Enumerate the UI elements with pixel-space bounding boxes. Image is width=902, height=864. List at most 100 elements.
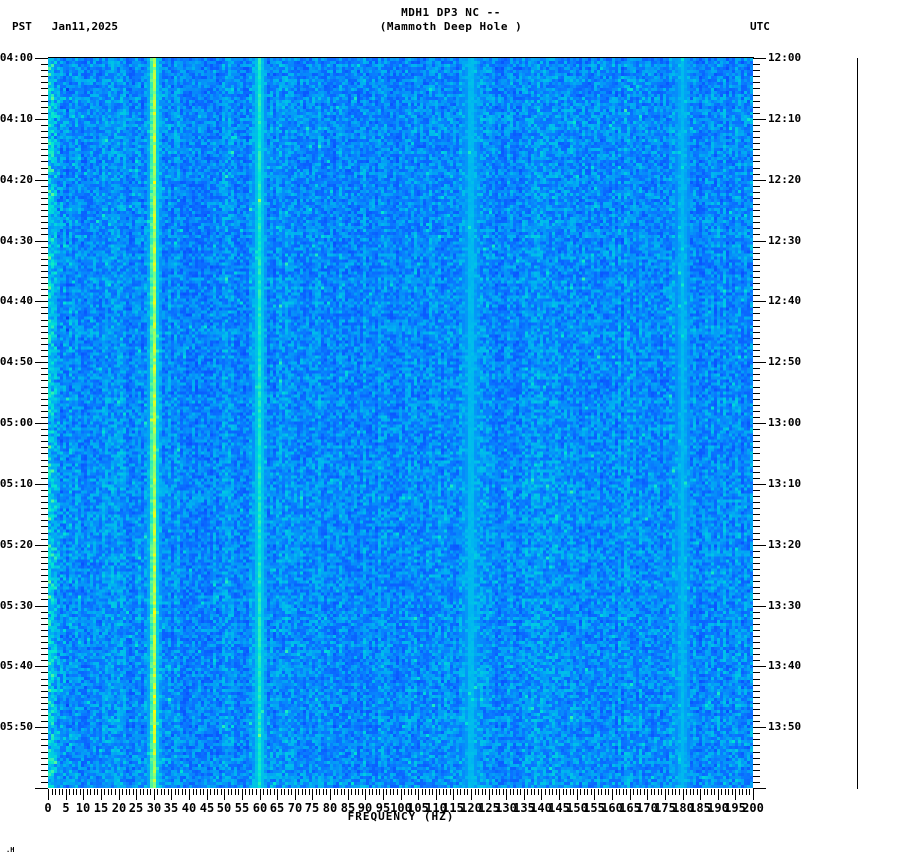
freq-tick-minor [693, 789, 694, 795]
time-tick-minor-left [41, 441, 48, 442]
time-tick-minor-left [41, 88, 48, 89]
time-tick-minor-right [753, 563, 760, 564]
freq-tick-major [506, 789, 507, 800]
time-tick-minor-left [41, 685, 48, 686]
time-tick-minor-left [41, 76, 48, 77]
freq-tick-minor [711, 789, 712, 795]
time-tick-minor-left [41, 326, 48, 327]
time-tick-minor-right [753, 222, 760, 223]
freq-tick-minor [252, 789, 253, 795]
freq-tick-minor [408, 789, 409, 795]
time-tick-minor-left [41, 137, 48, 138]
time-tick-minor-left [41, 581, 48, 582]
freq-tick-major [683, 789, 684, 800]
freq-tick-minor [196, 789, 197, 795]
time-tick-minor-right [753, 234, 760, 235]
time-tick-minor-left [41, 186, 48, 187]
time-label-pst: 04:40 [0, 294, 33, 307]
freq-label: 20 [111, 801, 127, 815]
freq-tick-minor [446, 789, 447, 795]
time-tick-minor-left [41, 490, 48, 491]
freq-tick-minor [80, 789, 81, 795]
freq-label: 180 [672, 801, 694, 815]
freq-tick-minor [200, 789, 201, 795]
plot-top-border [48, 57, 754, 58]
time-tick-major-right [753, 180, 766, 181]
freq-tick-minor [175, 789, 176, 795]
freq-tick-minor [517, 789, 518, 795]
time-tick-minor-left [41, 496, 48, 497]
time-tick-minor-right [753, 447, 760, 448]
freq-tick-minor [608, 789, 609, 795]
time-tick-minor-left [41, 618, 48, 619]
time-tick-minor-right [753, 672, 760, 673]
time-label-pst: 05:00 [0, 416, 33, 429]
time-tick-minor-right [753, 228, 760, 229]
freq-tick-major [348, 789, 349, 800]
time-tick-minor-right [753, 636, 760, 637]
freq-tick-minor [661, 789, 662, 795]
freq-tick-minor [697, 789, 698, 795]
time-tick-minor-right [753, 271, 760, 272]
time-tick-major-left [35, 727, 48, 728]
time-tick-minor-right [753, 599, 760, 600]
time-tick-minor-right [753, 569, 760, 570]
freq-label: 200 [742, 801, 764, 815]
time-tick-minor-left [41, 453, 48, 454]
freq-tick-minor [478, 789, 479, 795]
time-tick-minor-left [41, 356, 48, 357]
freq-tick-minor [147, 789, 148, 795]
time-tick-minor-left [41, 758, 48, 759]
time-tick-minor-left [41, 697, 48, 698]
time-tick-minor-left [41, 161, 48, 162]
freq-label: 150 [566, 801, 588, 815]
freq-label: 125 [478, 801, 500, 815]
freq-tick-minor [326, 789, 327, 795]
freq-tick-minor [601, 789, 602, 795]
freq-tick-minor [397, 789, 398, 795]
freq-tick-major [735, 789, 736, 800]
time-tick-minor-left [41, 593, 48, 594]
time-tick-major-right [753, 119, 766, 120]
freq-tick-major [260, 789, 261, 800]
time-tick-minor-right [753, 131, 760, 132]
time-tick-minor-right [753, 277, 760, 278]
freq-label: 100 [390, 801, 412, 815]
time-tick-minor-right [753, 776, 760, 777]
time-tick-minor-right [753, 709, 760, 710]
freq-tick-minor [714, 789, 715, 795]
freq-tick-minor [210, 789, 211, 795]
freq-tick-minor [499, 789, 500, 795]
freq-tick-major [295, 789, 296, 800]
freq-tick-minor [140, 789, 141, 795]
freq-tick-minor [69, 789, 70, 795]
time-tick-minor-left [41, 289, 48, 290]
corner-artifact: .H [6, 846, 15, 854]
freq-tick-minor [534, 789, 535, 795]
time-tick-minor-left [41, 204, 48, 205]
freq-tick-minor [503, 789, 504, 795]
freq-label: 0 [44, 801, 52, 815]
time-tick-major-right [753, 788, 766, 789]
time-tick-minor-right [753, 374, 760, 375]
time-tick-minor-left [41, 113, 48, 114]
time-tick-major-left [35, 362, 48, 363]
page-title: MDH1 DP3 NC -- [401, 6, 501, 19]
time-tick-minor-left [41, 575, 48, 576]
freq-tick-minor [549, 789, 550, 795]
freq-label: 65 [269, 801, 285, 815]
freq-tick-minor [616, 789, 617, 795]
time-tick-major-right [753, 727, 766, 728]
time-tick-minor-right [753, 143, 760, 144]
freq-tick-minor [372, 789, 373, 795]
time-tick-minor-left [41, 715, 48, 716]
time-tick-minor-left [41, 216, 48, 217]
time-tick-minor-right [753, 411, 760, 412]
freq-tick-major [171, 789, 172, 800]
time-tick-minor-right [753, 441, 760, 442]
freq-tick-minor [623, 789, 624, 795]
freq-label: 130 [495, 801, 517, 815]
freq-tick-minor [386, 789, 387, 795]
time-tick-minor-right [753, 575, 760, 576]
time-tick-minor-right [753, 198, 760, 199]
